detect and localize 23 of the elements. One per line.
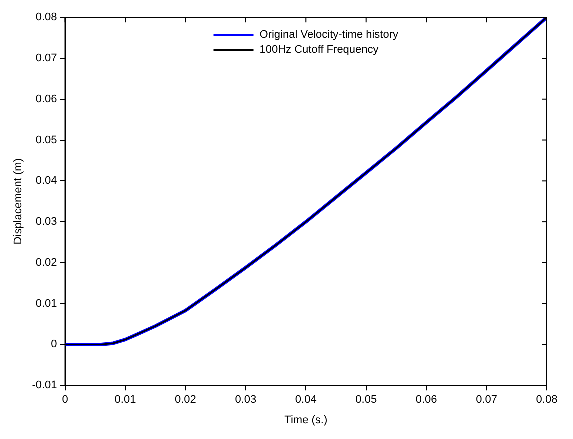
y-tick-label: 0.01 <box>36 298 58 310</box>
y-tick-label: 0 <box>51 338 58 351</box>
x-tick-label: 0.01 <box>114 394 136 406</box>
x-tick-label: 0.05 <box>356 394 378 406</box>
x-tick-label: 0.03 <box>235 394 257 406</box>
x-tick-label: 0.02 <box>174 394 196 406</box>
x-tick-label: 0.06 <box>416 394 438 406</box>
y-tick-label: 0.07 <box>36 52 58 65</box>
x-axis-title: Time (s.) <box>284 414 328 426</box>
y-tick-label: 0.02 <box>36 256 58 269</box>
legend-label: Original Velocity-time history <box>260 29 400 42</box>
y-tick-label: 0.03 <box>36 216 58 228</box>
x-tick-label: 0.07 <box>476 394 498 406</box>
y-tick-label: 0.04 <box>36 175 58 188</box>
x-tick-label: 0 <box>62 394 68 406</box>
x-tick-label: 0.04 <box>295 394 317 406</box>
legend-label: 100Hz Cutoff Frequency <box>260 44 380 56</box>
y-tick-label: 0.08 <box>36 12 58 24</box>
y-tick-label: 0.06 <box>36 93 58 106</box>
y-tick-label: -0.01 <box>32 380 58 392</box>
y-tick-label: 0.05 <box>36 134 58 146</box>
y-axis-title: Displacement (m) <box>12 158 25 245</box>
x-tick-label: 0.08 <box>536 394 558 406</box>
